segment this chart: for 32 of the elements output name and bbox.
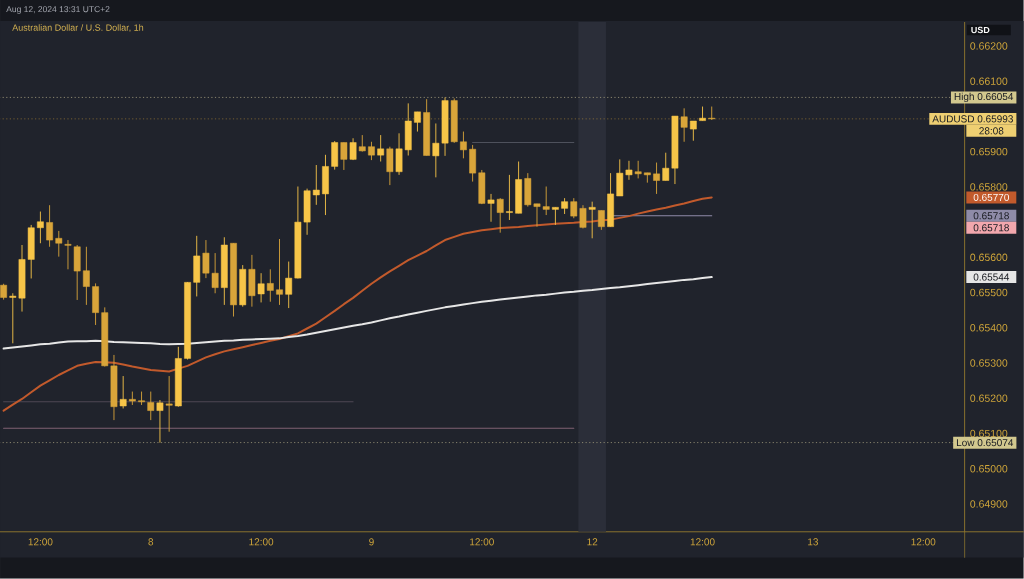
x-tick-label: 8 [148, 538, 154, 546]
y-tick-label: 0.65000 [970, 465, 1008, 473]
text: 0.65544 [973, 273, 1010, 281]
x-tick-label: 12:00 [249, 538, 274, 546]
y-tick-label: 0.65300 [970, 359, 1008, 367]
y-tick-label: 0.65500 [970, 288, 1008, 297]
y-tick-label: 0.66200 [970, 42, 1008, 50]
y-tick-label: 0.65800 [970, 183, 1008, 191]
y-tick-label: 0.65900 [970, 148, 1008, 156]
ref-line-label: Low 0.65074 [956, 439, 1014, 447]
text: 28:08 [979, 127, 1004, 135]
y-axis-title: USD [971, 26, 990, 34]
x-tick-label: 12:00 [690, 538, 715, 546]
y-tick-label: 0.66100 [970, 77, 1008, 86]
chart-title: Australian Dollar / U.S. Dollar, 1h [12, 24, 144, 32]
x-tick-label: 9 [369, 538, 374, 546]
y-tick-label: 0.65200 [970, 394, 1008, 403]
text: 0.65770 [973, 194, 1009, 202]
ref-line-label: AUDUSD 0.65993 [932, 115, 1013, 123]
text: 0.65718 [973, 212, 1009, 220]
y-tick-label: 0.65400 [970, 324, 1008, 332]
y-tick-label: 0.64900 [970, 500, 1008, 508]
x-tick-label: 13 [808, 538, 819, 546]
y-tick-label: 0.65100 [970, 429, 1008, 438]
x-tick-label: 12:00 [911, 538, 936, 546]
text: 0.65718 [973, 224, 1009, 232]
x-tick-label: 12 [587, 538, 598, 546]
text: Aug 12, 2024 13:31 UTC+2 [6, 6, 110, 14]
y-tick-label: 0.65600 [970, 253, 1008, 262]
ref-line-label: High 0.66054 [954, 92, 1014, 103]
x-tick-label: 12:00 [470, 538, 494, 546]
x-tick-label: 12:00 [28, 538, 53, 546]
